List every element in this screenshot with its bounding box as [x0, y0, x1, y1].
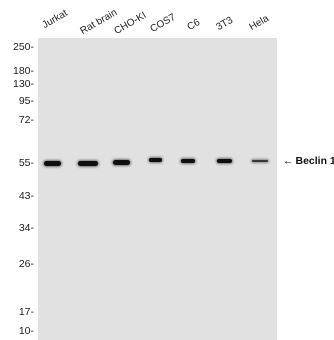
mw-marker-17: 17- — [18, 306, 34, 318]
mw-marker-180: 180- — [12, 65, 34, 77]
band-hela — [252, 160, 268, 162]
lane-label-rat-brain: Rat brain — [78, 7, 120, 37]
left-arrow-icon: ← — [283, 155, 294, 167]
lane-label-cos7: COS7 — [148, 11, 178, 35]
lane-label-c6: C6 — [185, 17, 203, 33]
mw-marker-72: 72- — [18, 114, 34, 126]
band-c6 — [181, 159, 195, 163]
mw-marker-10: 10- — [18, 325, 34, 337]
mw-marker-34: 34- — [18, 222, 34, 234]
target-protein-annotation: ← Beclin 1 — [283, 155, 334, 167]
mw-marker-250: 250- — [12, 41, 34, 53]
mw-marker-95: 95- — [18, 95, 34, 107]
lane-label-hela: Hela — [247, 13, 271, 33]
lane-label-3t3: 3T3 — [214, 14, 235, 33]
mw-marker-55: 55- — [18, 157, 34, 169]
band-3t3 — [217, 159, 232, 163]
band-rat-brain — [78, 161, 98, 166]
mw-marker-26: 26- — [18, 258, 34, 270]
lane-label-jurkat: Jurkat — [40, 7, 70, 31]
band-jurkat — [44, 161, 61, 166]
band-cho-ki — [113, 160, 130, 165]
target-protein-label: Beclin 1 — [295, 155, 334, 167]
blot-membrane — [38, 38, 277, 340]
mw-marker-130: 130- — [12, 78, 34, 90]
mw-marker-43: 43- — [18, 190, 34, 202]
band-cos7 — [149, 158, 162, 162]
